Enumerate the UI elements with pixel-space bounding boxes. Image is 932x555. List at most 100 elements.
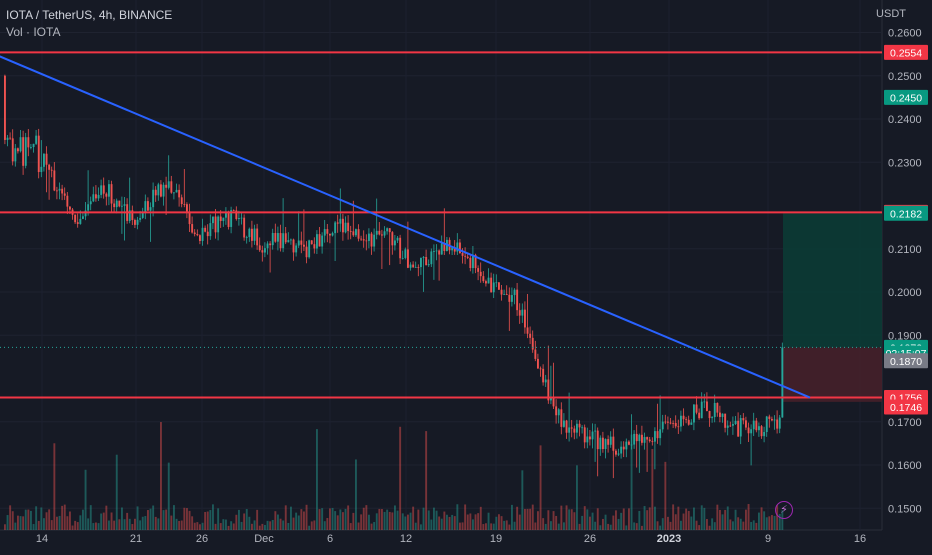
candle-body bbox=[206, 231, 209, 237]
volume-bar bbox=[755, 522, 758, 530]
volume-indicator-label[interactable]: Vol · IOTA bbox=[6, 25, 61, 39]
volume-bar bbox=[256, 509, 259, 530]
candle-body bbox=[781, 347, 784, 418]
stop-zone[interactable] bbox=[783, 347, 882, 402]
candle-body bbox=[121, 205, 123, 207]
volume-bar bbox=[303, 511, 305, 530]
volume-bar bbox=[4, 524, 6, 530]
volume-bar bbox=[297, 515, 300, 530]
candle-body bbox=[128, 210, 131, 221]
price-tick-label: 0.1600 bbox=[888, 460, 922, 472]
candle-body bbox=[50, 169, 53, 171]
candle-body bbox=[451, 247, 454, 251]
volume-bar bbox=[412, 506, 415, 530]
volume-bar bbox=[604, 514, 607, 530]
candle-body bbox=[589, 436, 591, 440]
price-label-text: 0.1746 bbox=[890, 402, 922, 414]
candle-body bbox=[778, 417, 781, 429]
candle-body bbox=[552, 397, 555, 407]
candle-body bbox=[760, 426, 763, 437]
candle-body bbox=[521, 309, 524, 316]
candle-body bbox=[747, 427, 750, 434]
candle-body bbox=[544, 379, 547, 383]
volume-bar bbox=[97, 523, 100, 530]
volume-bar bbox=[295, 512, 298, 530]
candle-body bbox=[466, 256, 469, 258]
volume-bar bbox=[391, 512, 394, 530]
candle-body bbox=[638, 434, 641, 442]
volume-bar bbox=[144, 516, 147, 530]
volume-bar bbox=[638, 510, 641, 530]
candle-body bbox=[248, 228, 251, 238]
volume-bar bbox=[279, 518, 282, 530]
volume-bar bbox=[141, 516, 144, 530]
candle-body bbox=[573, 428, 576, 433]
candle-body bbox=[531, 337, 534, 350]
volume-bar bbox=[219, 523, 222, 530]
volume-bar bbox=[160, 422, 162, 530]
candle-body bbox=[19, 137, 22, 152]
volume-bar bbox=[453, 516, 456, 530]
volume-bar bbox=[737, 517, 740, 530]
candle-body bbox=[412, 264, 415, 268]
candle-body bbox=[425, 256, 428, 266]
candle-body bbox=[498, 282, 500, 290]
volume-bar bbox=[230, 521, 233, 530]
candle-body bbox=[373, 234, 376, 247]
volume-bar bbox=[149, 508, 152, 530]
volume-bar bbox=[108, 520, 110, 530]
candle-body bbox=[388, 228, 391, 233]
candle-body bbox=[656, 431, 659, 439]
target-zone[interactable] bbox=[783, 213, 882, 348]
volume-bar bbox=[451, 514, 454, 530]
candle-body bbox=[409, 264, 412, 268]
candle-body bbox=[602, 437, 604, 449]
candle-body bbox=[599, 437, 602, 450]
volume-bar bbox=[628, 508, 630, 530]
candle-body bbox=[308, 240, 311, 258]
candle-body bbox=[472, 254, 474, 269]
volume-bar bbox=[373, 522, 376, 530]
candle-body bbox=[139, 217, 142, 220]
candle-body bbox=[461, 253, 464, 256]
candle-body bbox=[534, 349, 537, 359]
volume-bar bbox=[175, 518, 178, 530]
volume-bar bbox=[669, 521, 672, 530]
volume-bar bbox=[300, 509, 303, 530]
volume-bar bbox=[121, 507, 123, 530]
volume-bar bbox=[321, 508, 324, 530]
volume-bar bbox=[212, 504, 214, 530]
candle-body bbox=[635, 433, 638, 442]
candle-body bbox=[765, 416, 768, 433]
candle-body bbox=[414, 267, 417, 268]
candle-body bbox=[32, 143, 35, 148]
volume-bar bbox=[342, 512, 344, 530]
volume-bar bbox=[708, 525, 711, 530]
candle-body bbox=[407, 249, 409, 268]
volume-bar bbox=[22, 516, 25, 530]
candle-body bbox=[693, 404, 695, 423]
candle-body bbox=[266, 243, 269, 249]
candle-body bbox=[318, 234, 321, 247]
volume-bar bbox=[92, 523, 95, 530]
candle-body bbox=[188, 211, 191, 225]
candle-body bbox=[378, 230, 381, 235]
candle-body bbox=[628, 441, 630, 445]
price-label-box bbox=[884, 44, 928, 60]
candle-body bbox=[154, 189, 157, 196]
candle-body bbox=[160, 184, 162, 197]
candle-body bbox=[100, 185, 103, 195]
volume-bar bbox=[498, 514, 500, 530]
volume-bar bbox=[266, 520, 269, 530]
time-tick-label: 21 bbox=[130, 533, 142, 545]
volume-bar bbox=[193, 522, 196, 530]
candle-body bbox=[427, 264, 430, 266]
price-label-text: 0.2182 bbox=[890, 208, 922, 220]
volume-bar bbox=[191, 516, 194, 530]
trend-line[interactable] bbox=[0, 52, 811, 399]
candle-body bbox=[261, 250, 264, 253]
volume-bar bbox=[287, 522, 290, 530]
lightning-icon[interactable]: ⚡ bbox=[775, 501, 793, 519]
